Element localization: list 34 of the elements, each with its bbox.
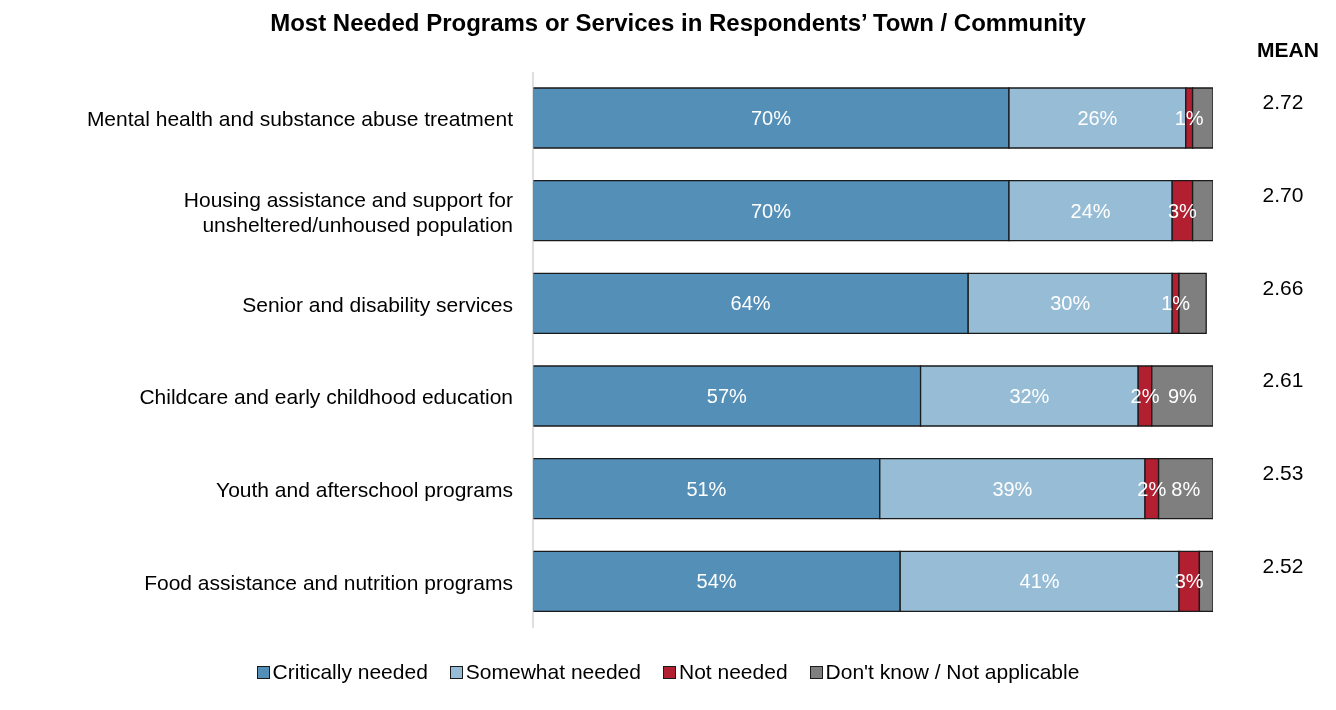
text: 2.52 bbox=[1261, 553, 1305, 578]
data-label: 70% bbox=[750, 199, 792, 222]
data-label: 41% bbox=[1019, 570, 1060, 593]
legend-label: Don't know / Not applicable bbox=[825, 660, 1080, 684]
y-tick-label: Youth and afterschool programs bbox=[216, 477, 513, 501]
y-tick-label: Senior and disability services bbox=[242, 292, 513, 316]
legend-label: Somewhat needed bbox=[465, 660, 641, 684]
chart-title: Most Needed Programs or Services in Respondents’ Town / Community bbox=[270, 9, 1086, 36]
text: MEAN bbox=[1256, 38, 1320, 62]
text: 2.72 bbox=[1261, 90, 1305, 115]
data-label: 39% bbox=[992, 477, 1033, 500]
data-label: 9% bbox=[1167, 385, 1198, 407]
text: 2.66 bbox=[1261, 275, 1305, 300]
data-label: 8% bbox=[1171, 477, 1201, 500]
data-label: 64% bbox=[730, 292, 771, 315]
y-tick-label: Mental health and substance abuse treatment bbox=[86, 106, 514, 130]
legend-label: Critically needed bbox=[272, 660, 428, 684]
y-tick-label: Food assistance and nutrition programs bbox=[144, 570, 513, 594]
data-label: 30% bbox=[1050, 292, 1091, 315]
data-label: 24% bbox=[1070, 199, 1111, 222]
data-label: 51% bbox=[686, 477, 727, 500]
text: 2.53 bbox=[1261, 461, 1305, 485]
y-tick-label: Housing assistance and support for unsheltered/unhoused population bbox=[183, 187, 513, 235]
data-label: 70% bbox=[750, 107, 792, 129]
legend-label: Not needed bbox=[678, 660, 788, 684]
text: 2.61 bbox=[1261, 368, 1305, 393]
data-label: 32% bbox=[1009, 385, 1050, 407]
data-label: 1% bbox=[1174, 107, 1204, 129]
data-label: 1% bbox=[1161, 292, 1191, 315]
y-tick-label: Childcare and early childhood education bbox=[139, 384, 513, 408]
data-label: 26% bbox=[1077, 107, 1118, 129]
text: 2.70 bbox=[1261, 183, 1305, 207]
data-label: 57% bbox=[706, 385, 748, 407]
data-label: 54% bbox=[696, 570, 737, 593]
